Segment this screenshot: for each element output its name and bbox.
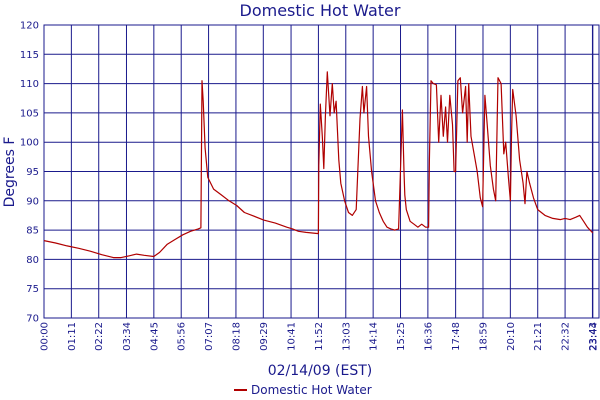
x-tick-label: 23:43: [588, 322, 599, 351]
x-tick-label: 16:36: [423, 322, 434, 351]
y-tick-label: 110: [20, 79, 39, 90]
chart-grid: [43, 24, 599, 319]
y-tick-label: 100: [20, 138, 39, 149]
x-tick-label: 13:03: [341, 322, 352, 351]
x-axis: 00:00 01:11 02:22 03:34 04:45 05:56 07:07 08:18…: [40, 322, 600, 351]
y-tick-label: 80: [26, 255, 39, 266]
plot-area: [43, 24, 600, 319]
y-tick-label: 85: [26, 226, 39, 237]
x-tick-label: 23:44: [588, 322, 599, 351]
x-tick-label: 02:22: [94, 322, 105, 351]
x-axis-title: 02/14/09 (EST): [268, 363, 373, 379]
series-line-domestic-hot-water: [43, 71, 594, 259]
legend: Domestic Hot Water: [234, 383, 372, 397]
y-tick-label: 95: [26, 167, 39, 178]
y-axis-title: Degrees F: [2, 137, 18, 208]
y-tick-label: 75: [26, 284, 39, 295]
x-tick-label: 18:59: [478, 322, 489, 351]
x-tick-label: 14:14: [369, 322, 380, 351]
y-tick-label: 90: [26, 196, 39, 207]
x-tick-label: 05:56: [177, 322, 188, 351]
x-tick-label: 21:21: [533, 322, 544, 351]
x-tick-label: 11:52: [314, 322, 325, 351]
x-tick-label: 03:34: [122, 322, 133, 351]
x-tick-label: 01:11: [67, 322, 78, 351]
x-tick-label: 15:25: [396, 322, 407, 351]
x-tick-label: 09:29: [259, 322, 270, 351]
x-tick-label: 08:18: [231, 322, 242, 351]
x-tick-label: 04:45: [149, 322, 160, 351]
x-tick-label: 00:00: [40, 322, 51, 351]
chart-title: Domestic Hot Water: [240, 1, 401, 20]
series-layer: [43, 71, 594, 259]
legend-label: Domestic Hot Water: [251, 383, 372, 397]
y-axis: 70 75 80 85 90 95 100 105 110 115 120: [20, 21, 39, 325]
y-tick-label: 115: [20, 50, 39, 61]
x-tick-label: 07:07: [204, 322, 215, 351]
x-tick-label: 10:41: [287, 322, 298, 351]
x-tick-label: 20:10: [506, 322, 517, 351]
y-tick-label: 70: [26, 314, 39, 325]
x-tick-label: 17:48: [451, 322, 462, 351]
x-tick-label: 22:32: [561, 322, 572, 351]
y-tick-label: 105: [20, 108, 39, 119]
y-tick-label: 120: [20, 21, 39, 32]
